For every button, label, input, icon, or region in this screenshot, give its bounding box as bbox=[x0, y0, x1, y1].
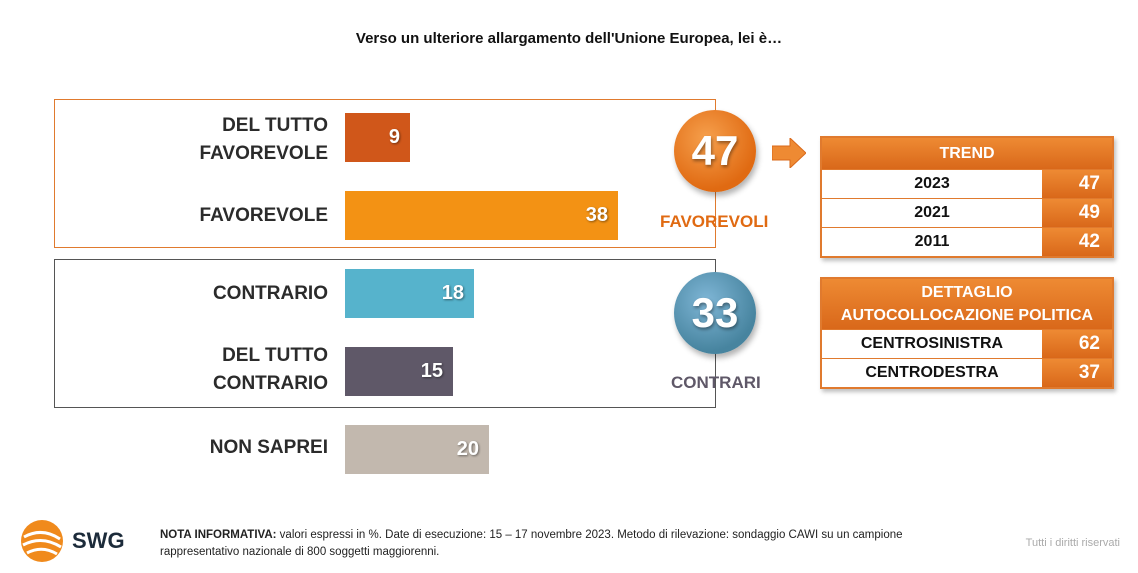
contrari-total-value: 33 bbox=[691, 289, 739, 336]
bar-value-label: 9 bbox=[388, 126, 400, 148]
category-label-del-tutto-contrario: DEL TUTTO CONTRARIO bbox=[212, 345, 328, 394]
bar-del-tutto-contrario: 15 bbox=[345, 347, 453, 396]
favorevoli-label: FAVOREVOLI bbox=[660, 212, 769, 231]
footnote: NOTA INFORMATIVA: valori espressi in %. … bbox=[160, 529, 903, 558]
bar-contrario: 18 bbox=[345, 269, 474, 318]
category-label-contrario: CONTRARIO bbox=[212, 283, 328, 304]
arrow-right-icon bbox=[772, 138, 806, 168]
trend-header: TREND bbox=[822, 138, 1112, 169]
category-label-del-tutto-favorevole: DEL TUTTO FAVOREVOLE bbox=[199, 115, 328, 164]
category-label-favorevole: FAVOREVOLE bbox=[199, 205, 328, 226]
bar-value-label: 15 bbox=[420, 360, 443, 382]
contrari-total-circle: 33 bbox=[674, 272, 756, 354]
rights-reserved: Tutti i diritti riservati bbox=[1025, 537, 1120, 549]
favorevoli-total-value: 47 bbox=[691, 127, 739, 174]
swg-logo-text: SWG bbox=[72, 528, 125, 553]
dettaglio-header: DETTAGLIO AUTOCOLLOCAZIONE POLITICA bbox=[822, 279, 1112, 329]
dettaglio-row: CENTRODESTRA 37 bbox=[822, 358, 1112, 387]
swg-logo-icon bbox=[21, 520, 63, 562]
trend-box: TREND 2023 47 2021 49 2011 42 bbox=[820, 136, 1114, 258]
trend-row: 2021 49 bbox=[822, 198, 1112, 227]
trend-row: 2011 42 bbox=[822, 227, 1112, 256]
contrari-label: CONTRARI bbox=[671, 373, 761, 392]
favorevoli-total-circle: 47 bbox=[674, 110, 756, 192]
bar-value-label: 18 bbox=[441, 282, 464, 304]
category-label-non-saprei: NON SAPREI bbox=[209, 437, 328, 458]
dettaglio-box: DETTAGLIO AUTOCOLLOCAZIONE POLITICA CENT… bbox=[820, 277, 1114, 389]
dettaglio-row: CENTROSINISTRA 62 bbox=[822, 329, 1112, 358]
bar-value-label: 38 bbox=[585, 204, 608, 226]
trend-row: 2023 47 bbox=[822, 169, 1112, 198]
chart-title: Verso un ulteriore allargamento dell'Uni… bbox=[355, 30, 783, 47]
bar-value-label: 20 bbox=[456, 438, 479, 460]
bar-non-saprei: 20 bbox=[345, 425, 489, 474]
bar-del-tutto-favorevole: 9 bbox=[345, 113, 410, 162]
bar-favorevole: 38 bbox=[345, 191, 618, 240]
